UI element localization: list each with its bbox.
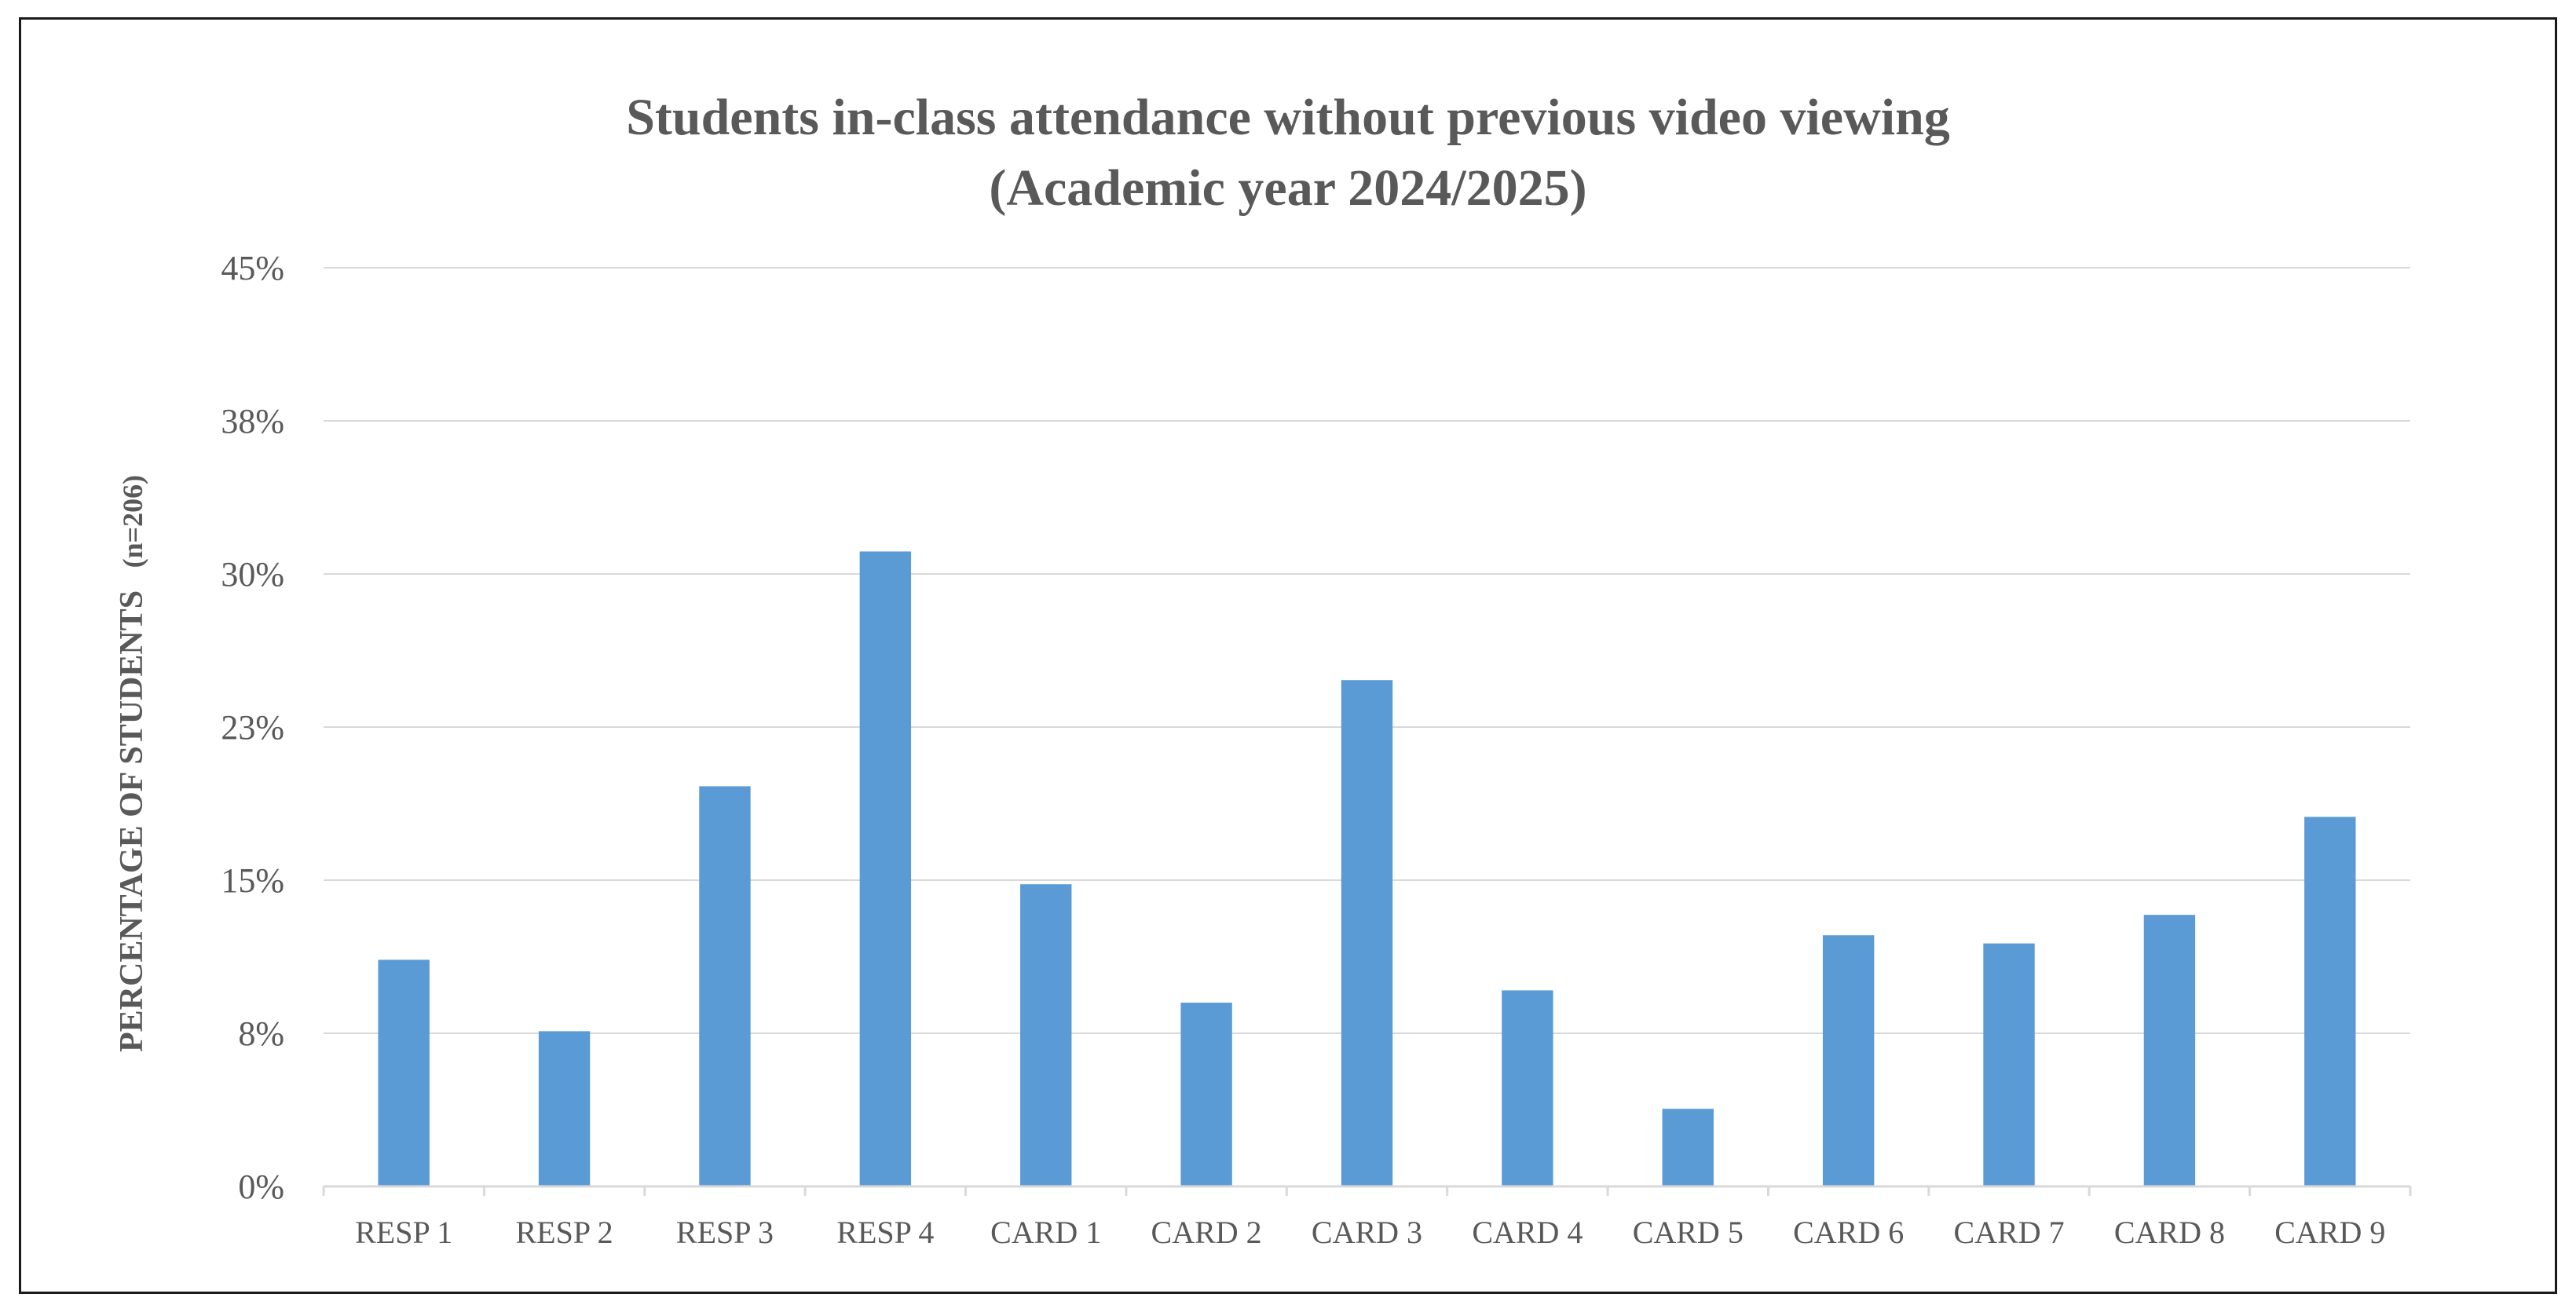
bar-card-2 — [1180, 1003, 1232, 1186]
svg-text:PERCENTAGE OF STUDENTS: PERCENTAGE OF STUDENTS (n=206) — [114, 475, 150, 1052]
x-tick-label: CARD 1 — [990, 1215, 1101, 1250]
y-tick-label: 30% — [221, 555, 284, 594]
x-tick-label: RESP 1 — [355, 1215, 452, 1250]
y-axis-label: PERCENTAGE OF STUDENTS — [114, 590, 150, 1052]
x-tick-label: CARD 9 — [2274, 1215, 2385, 1250]
y-tick-label: 0% — [238, 1168, 284, 1206]
y-tick-label: 45% — [221, 249, 284, 287]
bar-resp-2 — [538, 1031, 591, 1186]
x-tick-label: RESP 3 — [676, 1215, 774, 1250]
chart-subtitle: (Academic year 2024/2025) — [989, 159, 1586, 217]
x-tick-label: CARD 7 — [1953, 1215, 2064, 1250]
chart-title: Students in-class attendance without pre… — [626, 89, 1950, 146]
y-axis-ticks: 0% 8% 15% 23% 30% 38% 45% — [221, 249, 284, 1206]
bars — [378, 551, 2356, 1186]
y-axis-label-group: PERCENTAGE OF STUDENTS (n=206) — [114, 475, 150, 1052]
bar-resp-3 — [699, 786, 751, 1186]
x-tick-label: CARD 8 — [2114, 1215, 2225, 1250]
bar-resp-1 — [378, 959, 430, 1186]
y-tick-label: 23% — [221, 708, 284, 747]
chart-frame: Students in-class attendance without pre… — [19, 17, 2557, 1294]
bar-card-6 — [1822, 935, 1875, 1186]
bar-card-7 — [1983, 943, 2035, 1186]
bar-card-8 — [2143, 915, 2196, 1186]
y-tick-label: 38% — [221, 402, 284, 440]
y-tick-label: 15% — [221, 861, 284, 900]
x-tick-label: CARD 3 — [1312, 1215, 1422, 1250]
x-tick-label: RESP 2 — [516, 1215, 613, 1250]
x-tick-label: CARD 6 — [1793, 1215, 1904, 1250]
y-tick-label: 8% — [238, 1014, 284, 1053]
x-tick-label: CARD 4 — [1472, 1215, 1583, 1250]
bar-card-3 — [1341, 680, 1393, 1186]
bar-card-5 — [1662, 1109, 1714, 1186]
bar-card-9 — [2304, 817, 2356, 1186]
y-axis-label-note: (n=206) — [117, 475, 148, 568]
x-tick-label: CARD 2 — [1151, 1215, 1262, 1250]
bar-card-4 — [1502, 990, 1553, 1186]
bar-chart: Students in-class attendance without pre… — [114, 89, 2412, 1250]
x-tick-label: RESP 4 — [836, 1215, 934, 1250]
x-axis — [322, 1185, 2412, 1196]
bar-card-1 — [1020, 884, 1072, 1186]
x-axis-tick-labels: RESP 1 RESP 2 RESP 3 RESP 4 CARD 1 CARD 2 CARD… — [355, 1215, 2385, 1250]
x-tick-label: CARD 5 — [1633, 1215, 1744, 1250]
bar-resp-4 — [859, 551, 912, 1186]
